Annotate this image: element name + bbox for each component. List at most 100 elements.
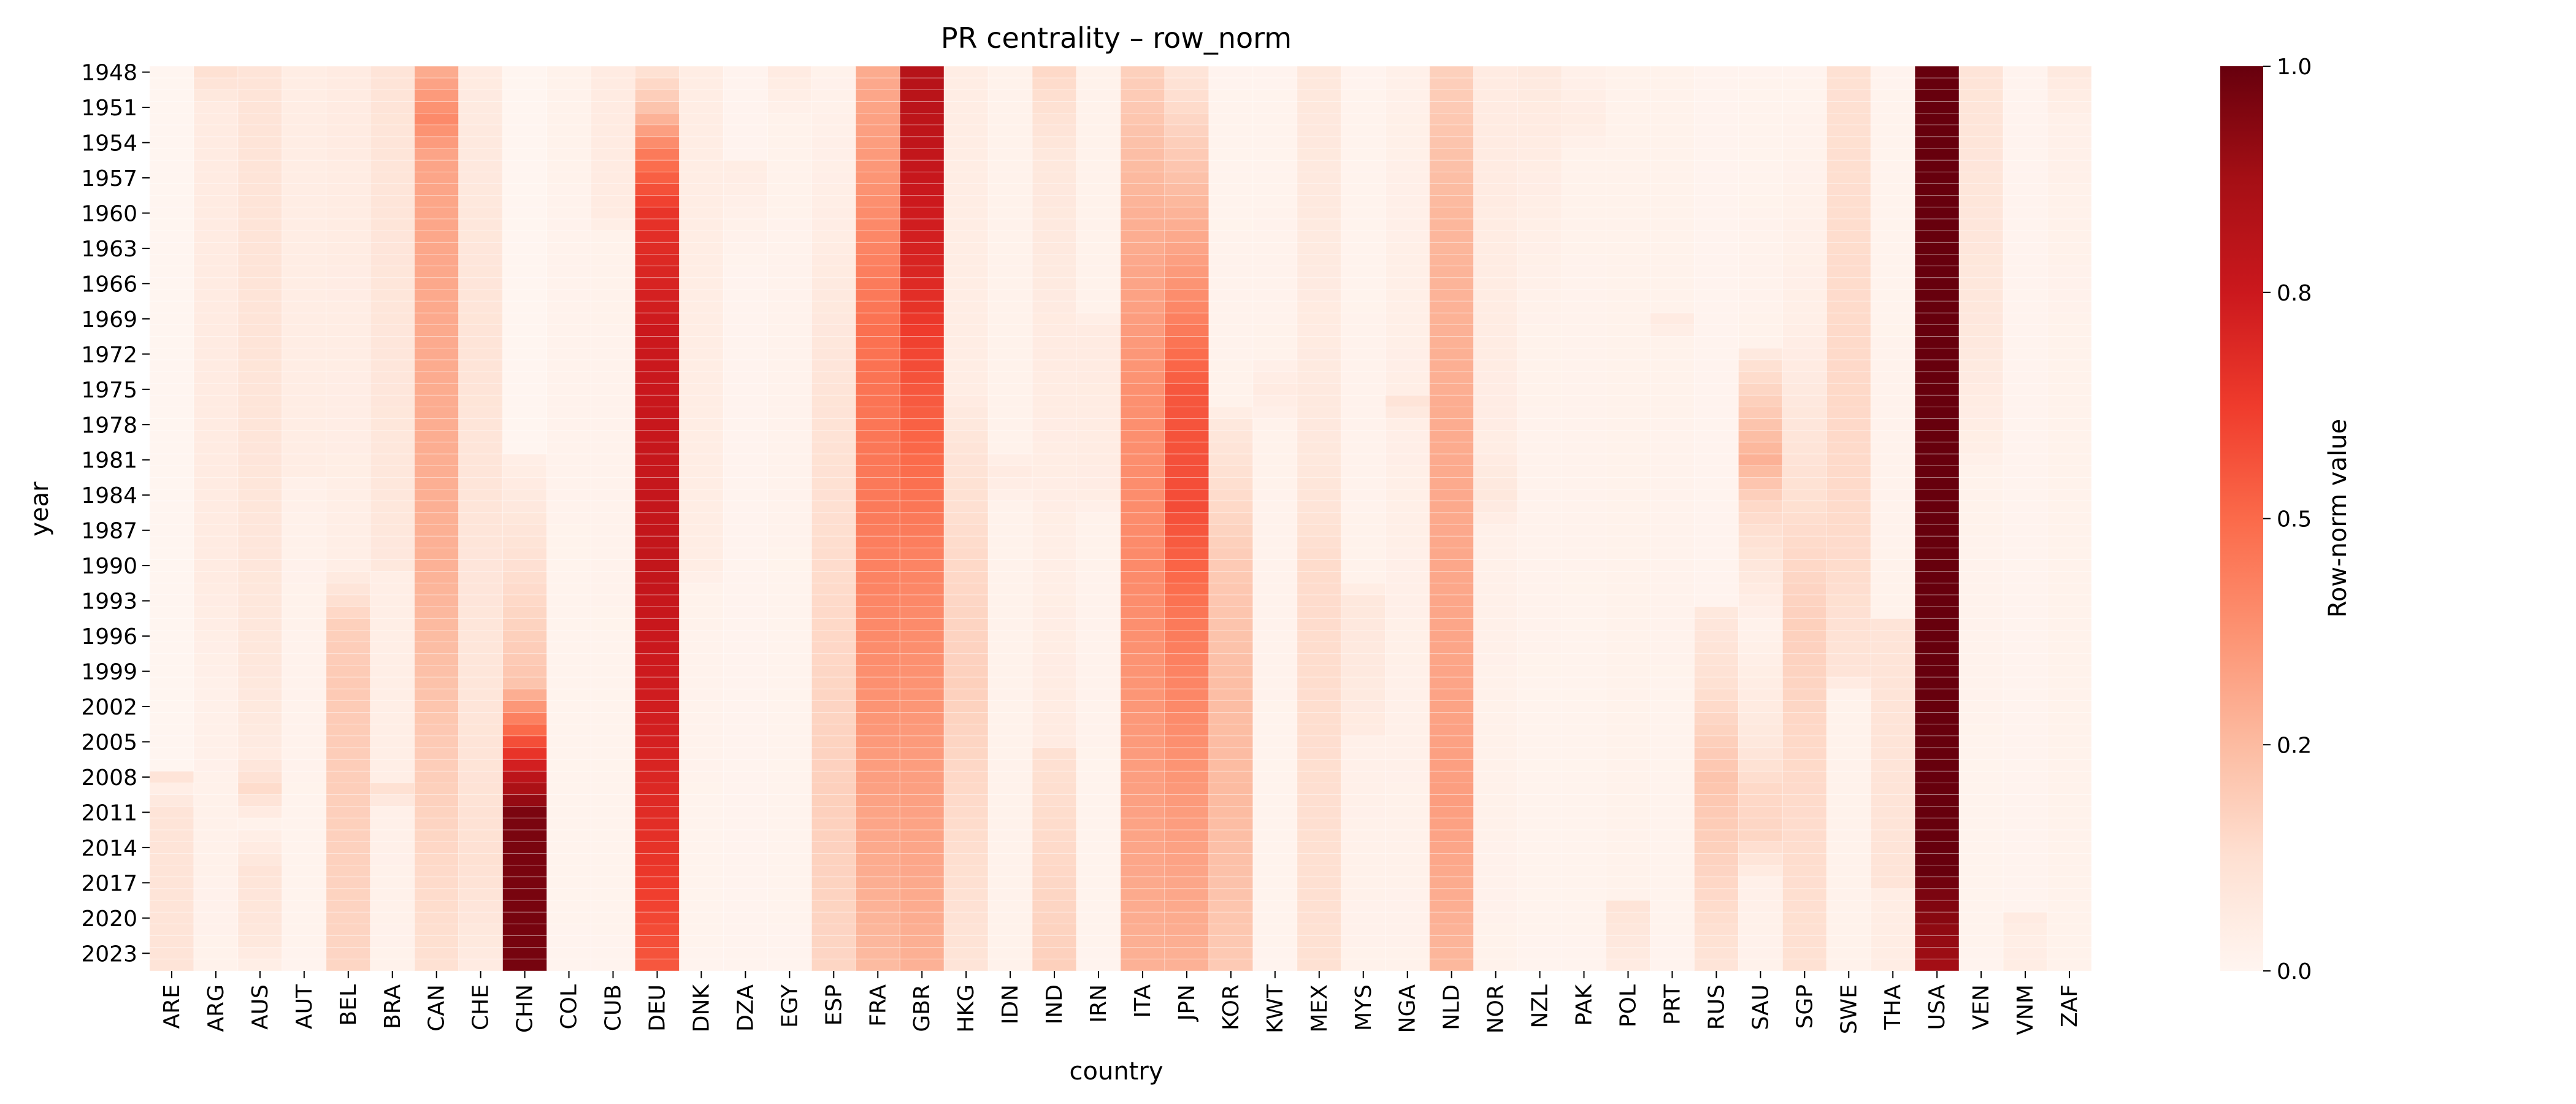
heatmap-cell bbox=[458, 430, 504, 443]
heatmap-cell bbox=[1297, 195, 1342, 208]
heatmap-cell bbox=[193, 230, 239, 243]
heatmap-cell bbox=[723, 218, 768, 231]
heatmap-cell bbox=[282, 289, 327, 302]
heatmap-cell bbox=[943, 618, 989, 631]
heatmap-cell bbox=[370, 629, 415, 643]
heatmap-cell bbox=[1606, 383, 1650, 396]
heatmap-cell bbox=[987, 642, 1033, 654]
heatmap-cell bbox=[1738, 865, 1783, 878]
heatmap-cell bbox=[635, 770, 680, 784]
heatmap-cell bbox=[1693, 806, 1739, 819]
heatmap-cell bbox=[811, 453, 856, 466]
heatmap-cell bbox=[1517, 594, 1563, 607]
heatmap-cell bbox=[1914, 571, 1960, 584]
heatmap-cell bbox=[149, 794, 194, 807]
heatmap-cell bbox=[149, 477, 194, 490]
heatmap-cell bbox=[237, 477, 283, 490]
heatmap-cell bbox=[811, 629, 856, 643]
heatmap-cell bbox=[1385, 430, 1430, 443]
heatmap-cell bbox=[1341, 923, 1386, 937]
heatmap-cell bbox=[1252, 865, 1298, 878]
heatmap-cell bbox=[282, 195, 327, 208]
heatmap-cell bbox=[723, 148, 768, 161]
heatmap-cell bbox=[193, 712, 239, 725]
heatmap-cell bbox=[1032, 642, 1077, 654]
heatmap-cell bbox=[149, 489, 194, 502]
heatmap-cell bbox=[1120, 629, 1165, 643]
heatmap-cell bbox=[1076, 277, 1121, 290]
heatmap-cell bbox=[458, 266, 504, 278]
heatmap-cell bbox=[237, 125, 283, 137]
heatmap-cell bbox=[2003, 159, 2048, 172]
heatmap-cell bbox=[414, 947, 459, 960]
heatmap-cell bbox=[899, 242, 945, 255]
heatmap-cell bbox=[767, 935, 812, 948]
heatmap-cell bbox=[1914, 512, 1960, 525]
heatmap-cell bbox=[149, 430, 194, 443]
heatmap-cell bbox=[1032, 794, 1077, 807]
heatmap-cell bbox=[1826, 583, 1871, 596]
heatmap-cell bbox=[1032, 724, 1077, 737]
heatmap-cell bbox=[149, 66, 194, 79]
heatmap-cell bbox=[811, 289, 856, 302]
heatmap-cell bbox=[723, 618, 768, 631]
x-tick-label: IND bbox=[1042, 984, 1067, 1024]
heatmap-cell bbox=[1076, 759, 1121, 772]
heatmap-cell bbox=[2047, 125, 2092, 137]
heatmap-cell bbox=[193, 888, 239, 901]
heatmap-cell bbox=[1914, 935, 1960, 948]
heatmap-cell bbox=[237, 606, 283, 619]
heatmap-cell bbox=[502, 571, 548, 584]
heatmap-cell bbox=[1870, 923, 1915, 937]
heatmap-cell bbox=[502, 477, 548, 490]
heatmap-cell bbox=[1914, 407, 1960, 420]
heatmap-cell bbox=[1649, 794, 1695, 807]
heatmap-cell bbox=[1164, 806, 1209, 819]
heatmap-cell bbox=[1517, 489, 1563, 502]
heatmap-cell bbox=[678, 489, 724, 502]
heatmap-cell bbox=[414, 477, 459, 490]
heatmap-cell bbox=[546, 583, 592, 596]
heatmap-cell bbox=[1120, 794, 1165, 807]
heatmap-cell bbox=[767, 653, 812, 666]
heatmap-cell bbox=[1870, 218, 1915, 231]
heatmap-cell bbox=[1297, 618, 1342, 631]
heatmap-cell bbox=[1914, 230, 1960, 243]
heatmap-cell bbox=[678, 841, 724, 854]
heatmap-cell bbox=[678, 783, 724, 795]
heatmap-cell bbox=[678, 853, 724, 866]
heatmap-cell bbox=[1032, 242, 1077, 255]
heatmap-cell bbox=[1606, 171, 1650, 185]
heatmap-cell bbox=[943, 653, 989, 666]
heatmap-cell bbox=[1076, 935, 1121, 948]
heatmap-cell bbox=[1032, 571, 1077, 584]
heatmap-cell bbox=[899, 770, 945, 784]
heatmap-cell bbox=[1826, 183, 1871, 196]
heatmap-cell bbox=[546, 770, 592, 784]
heatmap-cell bbox=[1429, 89, 1474, 102]
heatmap-cell bbox=[282, 947, 327, 960]
heatmap-cell bbox=[193, 677, 239, 689]
heatmap-cell bbox=[1693, 653, 1739, 666]
heatmap-cell bbox=[502, 418, 548, 431]
heatmap-cell bbox=[237, 642, 283, 654]
heatmap-cell bbox=[1914, 911, 1960, 924]
heatmap-cell bbox=[1208, 277, 1254, 290]
heatmap-cell bbox=[1032, 770, 1077, 784]
heatmap-cell bbox=[1120, 465, 1165, 478]
heatmap-cell bbox=[458, 477, 504, 490]
heatmap-cell bbox=[1870, 183, 1915, 196]
heatmap-cell bbox=[1429, 500, 1474, 513]
heatmap-cell bbox=[899, 606, 945, 619]
heatmap-cell bbox=[767, 583, 812, 596]
heatmap-cell bbox=[1738, 665, 1783, 678]
heatmap-cell bbox=[1606, 900, 1650, 913]
heatmap-cell bbox=[1208, 653, 1254, 666]
heatmap-cell bbox=[1517, 818, 1563, 830]
heatmap-cell bbox=[1164, 688, 1209, 701]
heatmap-cell bbox=[193, 629, 239, 643]
heatmap-cell bbox=[1252, 253, 1298, 267]
heatmap-cell bbox=[1429, 900, 1474, 913]
heatmap-cell bbox=[1385, 665, 1430, 678]
heatmap-cell bbox=[1517, 724, 1563, 737]
